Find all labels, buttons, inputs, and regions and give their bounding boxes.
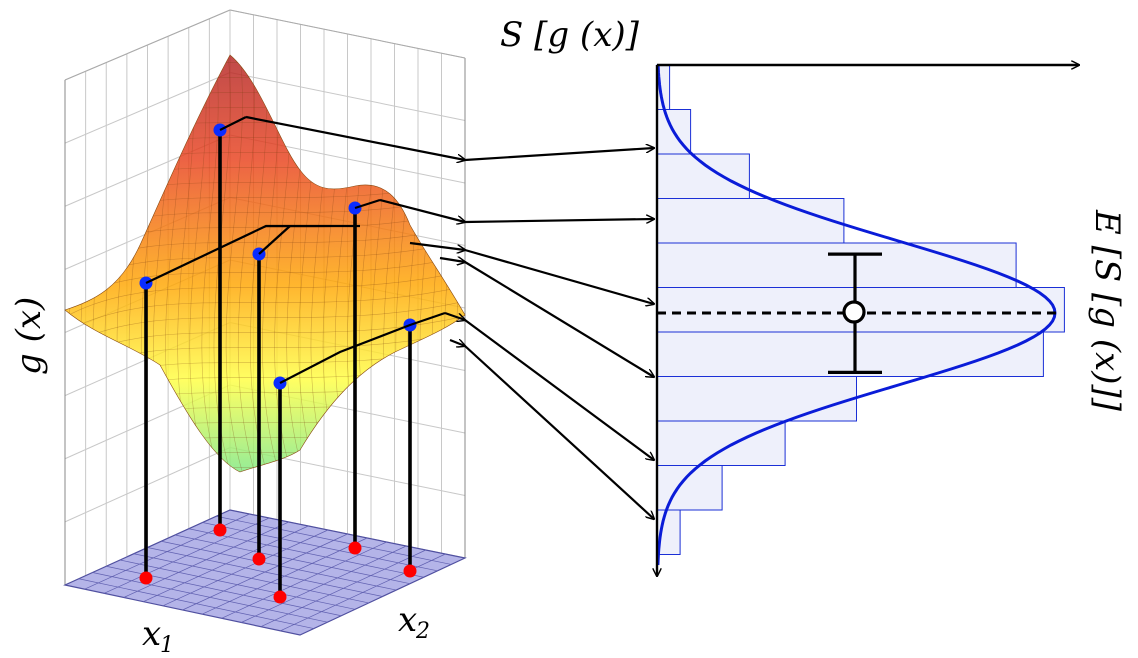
mapping-arrow bbox=[409, 241, 465, 250]
mesh-line bbox=[80, 55, 100, 472]
mapping-arrows bbox=[245, 115, 654, 519]
input-samples bbox=[139, 523, 417, 604]
density-curve bbox=[656, 64, 1057, 566]
mapping-arrow bbox=[464, 261, 654, 377]
mapping-arrow bbox=[449, 340, 465, 346]
mesh-line bbox=[65, 55, 465, 96]
sample-path bbox=[354, 198, 381, 210]
plane-grid-line bbox=[133, 553, 369, 604]
mapping-arrow bbox=[379, 198, 465, 222]
mapping-arrow bbox=[464, 345, 654, 519]
plane-grid-line bbox=[202, 522, 438, 572]
mesh-line bbox=[116, 55, 136, 472]
mesh-line bbox=[65, 55, 76, 472]
plane-grid-line bbox=[119, 559, 356, 610]
plane-grid-line bbox=[188, 528, 424, 578]
histogram bbox=[656, 64, 1065, 555]
mapping-arrow bbox=[444, 311, 465, 320]
input-sample-point bbox=[348, 541, 362, 555]
plane-grid-line bbox=[78, 578, 314, 629]
x1-subscript: 1 bbox=[160, 633, 174, 658]
histogram-bin bbox=[656, 153, 750, 199]
x2-symbol: x bbox=[398, 600, 417, 640]
mesh-line bbox=[65, 269, 465, 321]
mapping-arrow bbox=[245, 115, 465, 160]
grid-line bbox=[64, 72, 231, 144]
mesh-line bbox=[65, 284, 465, 336]
sample-path bbox=[145, 224, 360, 284]
mesh-line bbox=[201, 55, 221, 472]
x2-subscript: 2 bbox=[415, 619, 430, 644]
plane-grid-line bbox=[174, 534, 411, 585]
input-domain-plane bbox=[63, 509, 467, 636]
mapping-arrow bbox=[464, 219, 654, 222]
box-edge bbox=[229, 9, 466, 59]
mesh-line bbox=[65, 55, 465, 81]
mesh-line bbox=[65, 299, 465, 351]
x1-symbol: x bbox=[142, 614, 161, 654]
mapping-arrow bbox=[464, 319, 654, 460]
sample-path bbox=[258, 225, 291, 255]
gx-axis-label: g (x) bbox=[9, 297, 49, 375]
sample-path bbox=[219, 116, 247, 131]
input-sample-point bbox=[273, 590, 287, 604]
plane-grid-line bbox=[147, 547, 383, 597]
input-sample-point bbox=[213, 523, 227, 537]
response-surface bbox=[64, 54, 466, 473]
mapping-arrow bbox=[439, 258, 465, 262]
sample-stems bbox=[144, 130, 412, 597]
s-output-label: S [g (x)] bbox=[500, 15, 640, 55]
sample-paths bbox=[145, 116, 446, 384]
mapping-arrow bbox=[464, 148, 654, 162]
grid-line bbox=[229, 72, 466, 121]
input-sample-point bbox=[403, 564, 417, 578]
x2-axis-label: x 2 bbox=[398, 600, 430, 644]
mesh-line bbox=[104, 55, 124, 472]
histogram-bin bbox=[656, 242, 1017, 288]
histogram-bin bbox=[656, 331, 1044, 377]
histogram-bin bbox=[656, 376, 857, 422]
sample-path bbox=[279, 311, 446, 384]
plane-grid-line bbox=[216, 515, 452, 565]
box-edge bbox=[64, 9, 231, 81]
mesh-line bbox=[68, 55, 88, 472]
mean-marker bbox=[842, 300, 866, 324]
expectation-label: E [S [g (x)]] bbox=[1087, 209, 1127, 412]
histogram-bin bbox=[656, 198, 845, 244]
input-sample-point bbox=[139, 571, 153, 585]
mesh-line bbox=[65, 59, 465, 111]
mapping-arrow bbox=[464, 248, 654, 304]
input-sample-point bbox=[252, 552, 266, 566]
plane-grid-line bbox=[92, 572, 328, 623]
x1-axis-label: x 1 bbox=[142, 614, 174, 658]
